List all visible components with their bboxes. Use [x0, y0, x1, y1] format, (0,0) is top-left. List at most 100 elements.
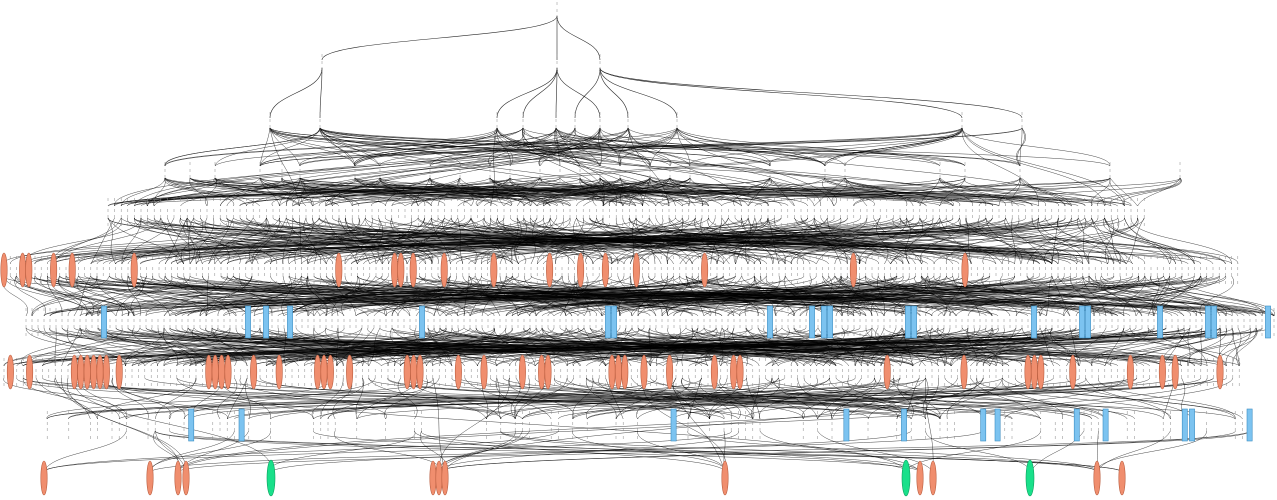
graph-edge: [722, 275, 993, 317]
graph-node-orange: [538, 354, 546, 390]
graph-edge: [164, 177, 234, 207]
graph-edge: [490, 377, 941, 420]
graph-node-orange: [960, 354, 968, 390]
graph-edge: [299, 177, 1112, 207]
graph-edge: [85, 275, 1214, 317]
graph-edge: [970, 377, 1041, 420]
graph-edge: [65, 275, 345, 317]
graph-node-orange: [480, 354, 488, 390]
graph-edge: [390, 217, 434, 265]
graph-edge: [573, 327, 963, 367]
graph-edge: [299, 177, 670, 207]
graph-node-orange: [701, 252, 709, 288]
graph-edge: [673, 377, 1138, 420]
graph-node-blue: [1079, 305, 1085, 339]
graph-edge: [814, 177, 846, 207]
graph-edge: [321, 15, 558, 61]
graph-node-orange: [90, 354, 98, 390]
graph-edge: [177, 217, 881, 265]
graph-edge: [133, 275, 585, 317]
graph-edge: [285, 217, 327, 265]
graph-edge: [1232, 327, 1257, 367]
graph-edge: [1126, 217, 1145, 265]
graph-edge: [65, 275, 135, 317]
graph-edge: [541, 327, 606, 367]
graph-edge: [925, 377, 934, 473]
graph-edge: [277, 275, 1115, 317]
graph-edge: [944, 377, 1106, 420]
graph-edge: [61, 327, 81, 367]
graph-node-blue: [905, 305, 911, 339]
graph-edge: [193, 217, 792, 265]
graph-node-orange: [26, 354, 34, 390]
graph-edge: [524, 275, 591, 317]
graph-node-blue: [1085, 305, 1091, 339]
graph-node-orange: [224, 354, 232, 390]
graph-edge: [391, 275, 451, 317]
graph-edge: [1153, 275, 1170, 317]
graph-edge: [797, 217, 940, 265]
graph-edge: [579, 177, 723, 207]
graph-node-orange: [25, 252, 33, 288]
graph-edge: [115, 275, 765, 317]
graph-node-orange: [621, 354, 629, 390]
graph-node-orange: [849, 252, 857, 288]
graph-edge: [555, 127, 561, 167]
graph-node-orange: [130, 252, 138, 288]
graph-edge: [109, 275, 651, 317]
graph-edge: [326, 275, 885, 317]
graph-edge: [778, 217, 1059, 265]
graph-node-orange: [640, 354, 648, 390]
graph-node-orange: [410, 354, 418, 390]
graph-edge: [154, 430, 921, 473]
graph-edge: [149, 430, 235, 473]
graph-edge: [1091, 327, 1149, 367]
graph-edge: [163, 327, 471, 367]
graph-edge: [320, 377, 344, 420]
graph-edge: [921, 275, 1269, 317]
graph-edge: [318, 177, 461, 207]
graph-edge: [226, 275, 447, 317]
graph-node-orange: [710, 354, 718, 390]
graph-edge: [1044, 217, 1133, 265]
graph-edge: [1029, 430, 1085, 473]
graph-edge: [208, 217, 234, 265]
graph-node-orange: [275, 354, 283, 390]
graph-node-orange: [0, 252, 8, 288]
graph-edge: [574, 67, 601, 119]
graph-edge: [74, 377, 127, 420]
graph-node-blue: [767, 305, 773, 339]
graph-edge: [164, 127, 524, 167]
graph-node-orange: [1024, 354, 1032, 390]
graph-edge: [202, 217, 1079, 265]
graph-edge: [844, 177, 868, 207]
graph-edge: [332, 127, 601, 207]
graph-edge: [239, 377, 387, 420]
graph-edge: [799, 275, 928, 317]
graph-edge: [114, 127, 601, 207]
graph-node-blue: [605, 305, 611, 339]
graph-edge: [61, 377, 187, 473]
graph-edge: [269, 127, 381, 167]
graph-node-blue: [238, 408, 245, 442]
graph-edge: [859, 217, 1072, 265]
graph-edge: [167, 217, 203, 265]
graph-node-orange: [490, 252, 498, 288]
graph-node-orange: [1158, 354, 1166, 390]
graph-edge: [345, 217, 612, 265]
graph-edge: [925, 327, 946, 367]
graph-edge: [509, 177, 1039, 207]
graph-edge: [921, 275, 1191, 317]
graph-edge: [541, 275, 1046, 317]
graph-edge: [9, 217, 320, 265]
graph-edge: [245, 377, 251, 420]
graph-node-orange: [6, 354, 14, 390]
graph-edge: [177, 377, 1125, 473]
graph-edge: [1014, 377, 1236, 420]
graph-node-blue: [1205, 305, 1211, 339]
graph-node-blue: [1073, 408, 1080, 442]
graph-edge: [513, 377, 531, 420]
graph-edge: [259, 177, 280, 207]
graph-edge: [496, 67, 558, 119]
